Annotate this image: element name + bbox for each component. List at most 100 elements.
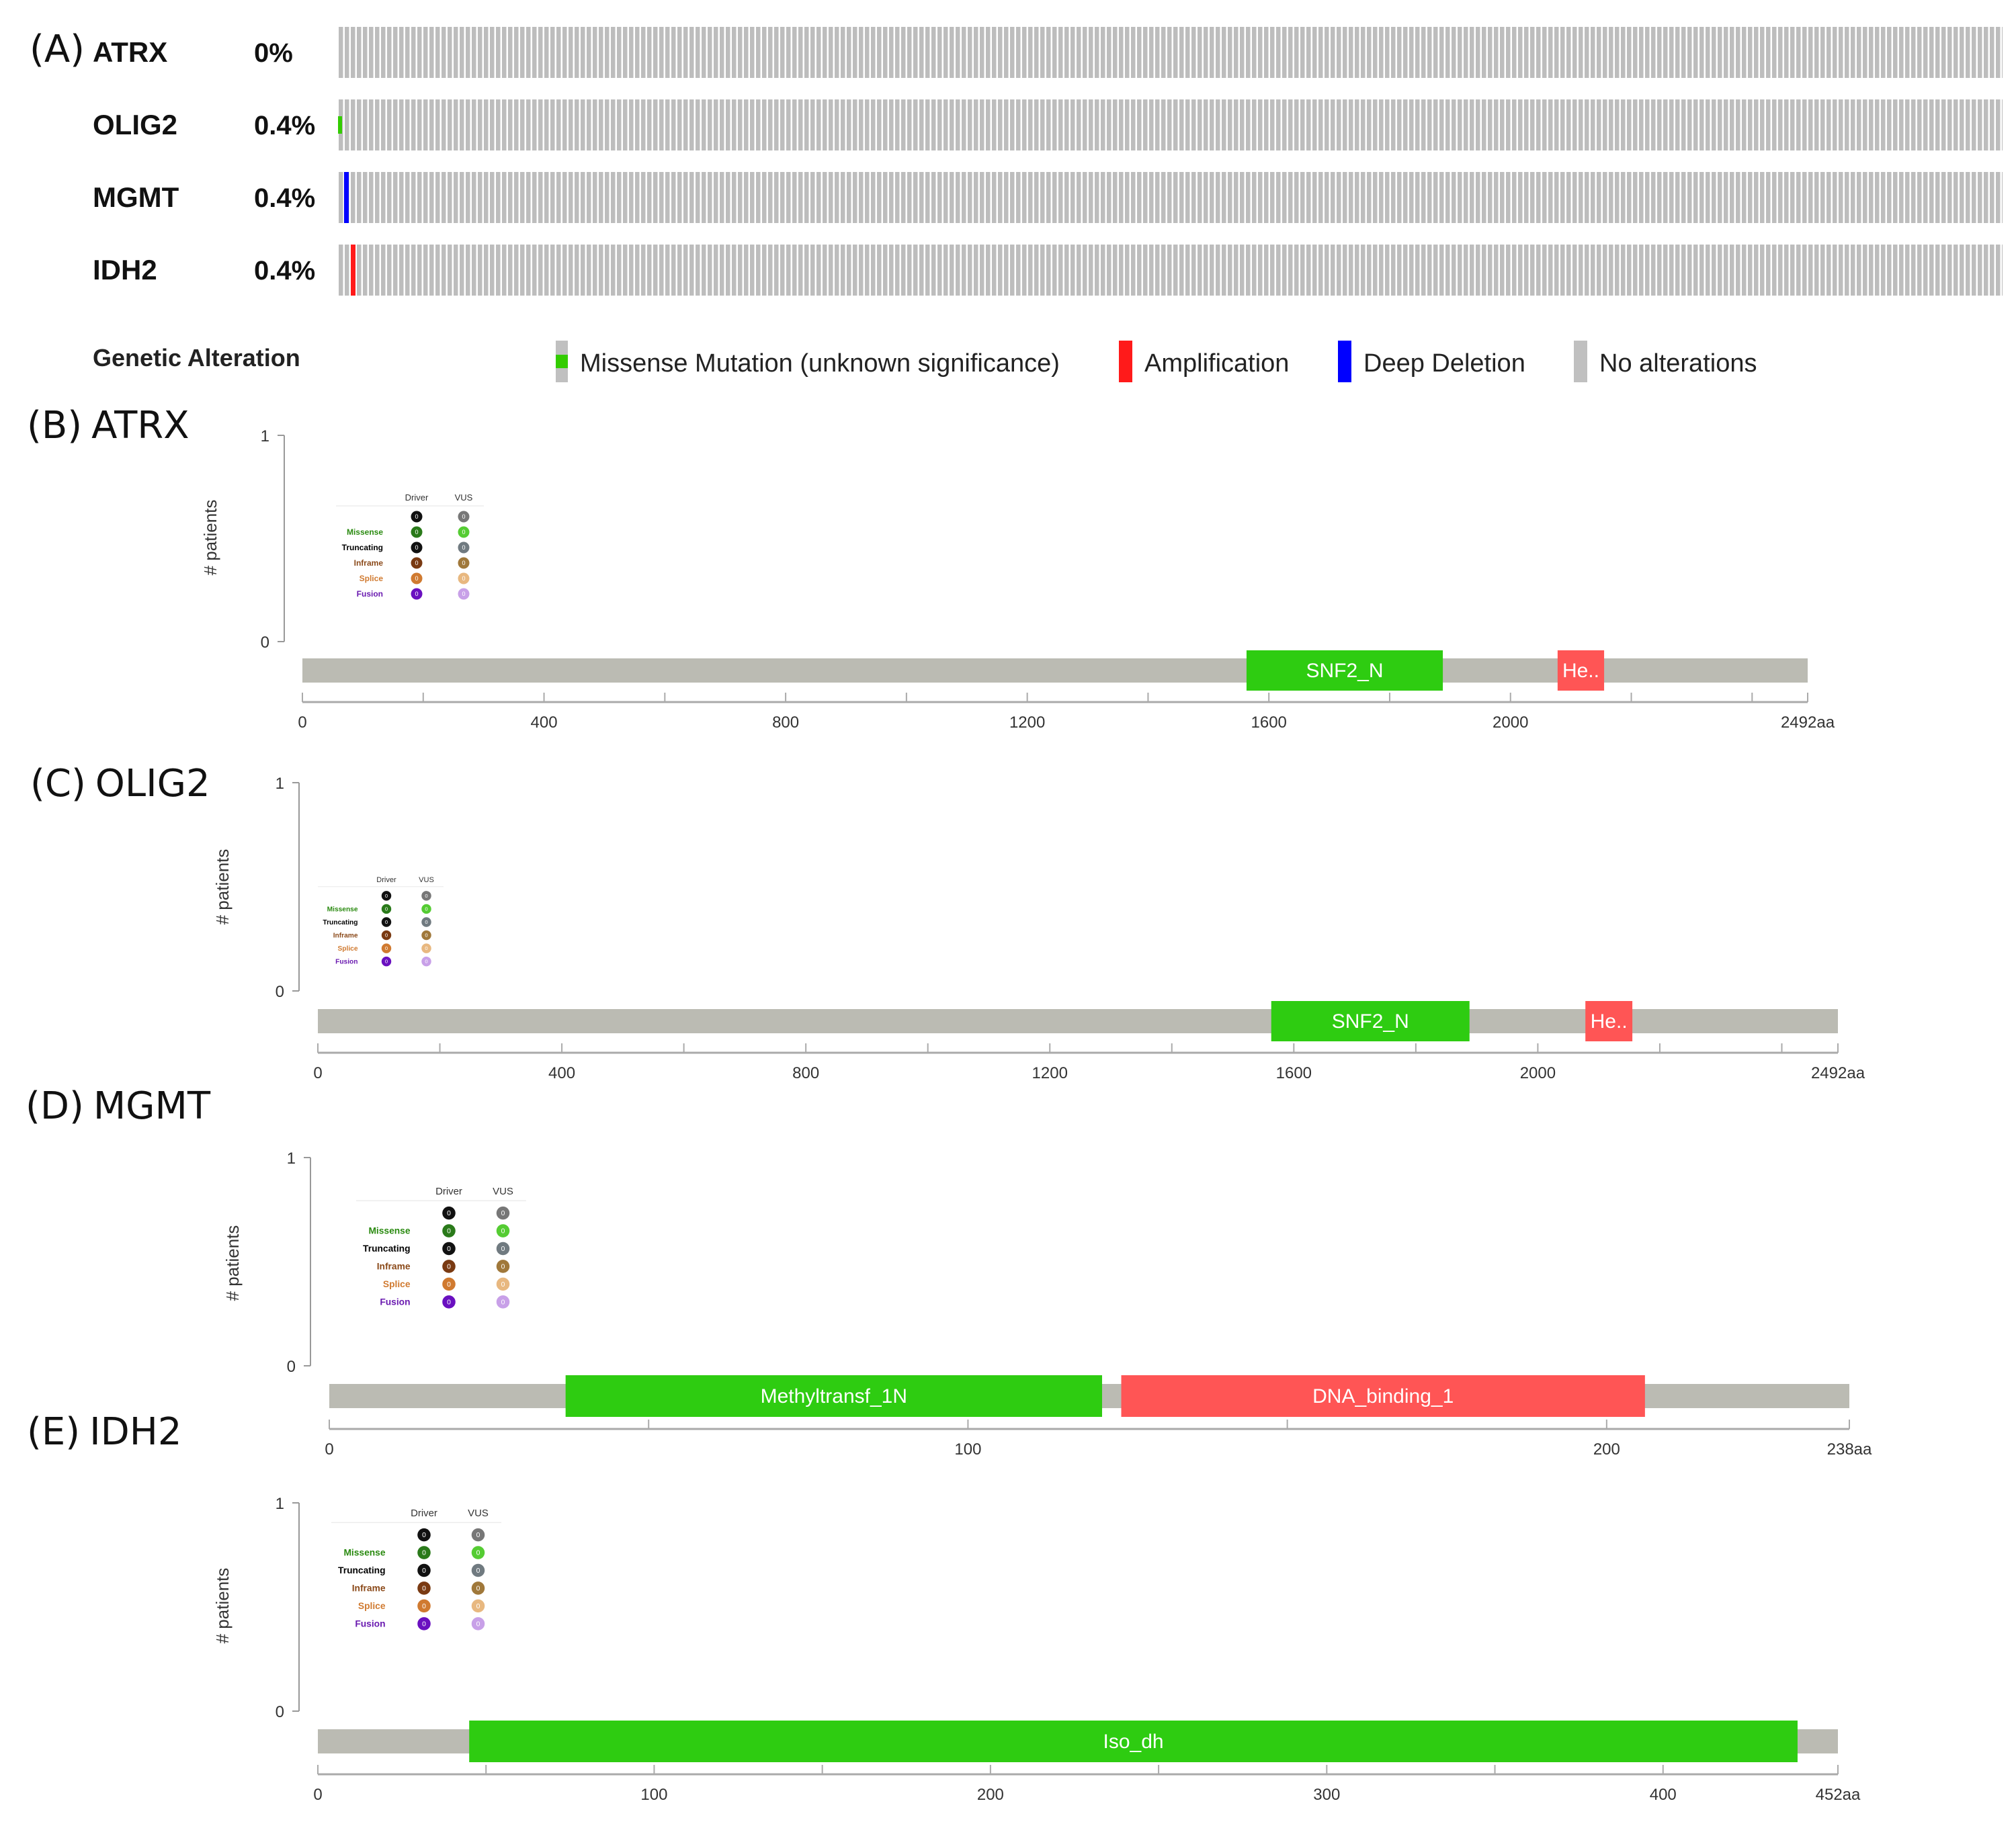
- x-tick-label: 100: [954, 1440, 981, 1459]
- legend-driver-count: 0: [447, 1299, 451, 1306]
- mutation-type-legend: Driver VUS 0 0 Missense 0 0 Truncating 0 0 Inframe…: [356, 1186, 526, 1309]
- legend-vus-dot: [471, 1546, 485, 1559]
- legend-label-no-alterations: No alterations: [1599, 349, 1757, 378]
- y-tick-label-min: 0: [261, 634, 269, 652]
- oncoprint-track-atrx: [338, 27, 2003, 78]
- x-tick-label: 1200: [1032, 1064, 1068, 1082]
- x-tick-label: 300: [1313, 1786, 1340, 1804]
- protein-backbone: [318, 1009, 1838, 1033]
- panel-label: (B) ATRX: [27, 404, 190, 447]
- legend-header-driver: Driver: [376, 876, 396, 884]
- gene-name-olig2: OLIG2: [93, 109, 177, 140]
- legend-vus-dot: [458, 541, 470, 554]
- legend-vus-dot: [421, 904, 431, 914]
- legend-vus-count: 0: [476, 1603, 480, 1610]
- x-end-label: 2492aa: [1781, 713, 1835, 732]
- legend-vus-dot: [458, 588, 470, 600]
- x-tick-label: 400: [1650, 1786, 1677, 1804]
- y-axis-label: # patients: [200, 500, 220, 576]
- legend-vus-count: 0: [476, 1585, 480, 1592]
- domain-label: SNF2_N: [1332, 1010, 1409, 1033]
- gene-pct-atrx: 0%: [254, 38, 293, 68]
- legend-header-driver: Driver: [435, 1186, 462, 1197]
- legend-driver-count: 0: [415, 529, 418, 535]
- legend-driver-count: 0: [415, 513, 418, 520]
- legend-driver-dot: [442, 1242, 456, 1256]
- legend-header-driver: Driver: [405, 492, 429, 503]
- legend-vus-dot: [496, 1277, 510, 1291]
- legend-row-label: Truncating: [323, 919, 358, 926]
- legend-vus-count: 0: [425, 932, 427, 939]
- legend-driver-dot: [411, 526, 423, 538]
- legend-row-label: Inframe: [333, 932, 358, 939]
- domain-label: DNA_binding_1: [1312, 1385, 1454, 1407]
- panel-gene: IDH2: [89, 1410, 181, 1454]
- legend-label-amplification: Amplification: [1144, 349, 1289, 378]
- legend-driver-dot: [417, 1563, 431, 1577]
- y-axis-label: # patients: [222, 1225, 243, 1301]
- legend-vus-dot: [496, 1260, 510, 1273]
- panel-label: (C) OLIG2: [30, 762, 210, 806]
- x-tick-label: 2000: [1493, 713, 1528, 732]
- legend-driver-dot: [381, 930, 392, 941]
- legend-vus-dot: [421, 917, 431, 927]
- legend-vus-count: 0: [462, 529, 465, 535]
- oncoprint-track-olig2: [338, 99, 2003, 150]
- x-tick-label: 0: [313, 1786, 322, 1804]
- domain-dna-binding-1: [1121, 1375, 1645, 1417]
- oncoprint-track-mgmt: [338, 172, 2003, 223]
- legend-item-no-alterations: No alterations: [1574, 341, 1757, 382]
- legend-vus-dot: [496, 1242, 510, 1256]
- x-tick-label: 200: [1593, 1440, 1620, 1459]
- panel-gene: OLIG2: [95, 762, 210, 806]
- legend-driver-dot: [381, 904, 392, 914]
- domain-label: Iso_dh: [1103, 1731, 1164, 1753]
- legend-header-driver: Driver: [411, 1508, 437, 1519]
- legend-row-label: Truncating: [342, 543, 383, 552]
- gene-name-mgmt: MGMT: [93, 181, 179, 213]
- legend-vus-count: 0: [476, 1550, 480, 1557]
- legend-vus-dot: [421, 930, 431, 941]
- gene-pct-olig2: 0.4%: [254, 111, 315, 140]
- legend-swatch-missense: [556, 355, 568, 368]
- legend-driver-count: 0: [422, 1603, 426, 1610]
- legend-row-label: Inframe: [354, 558, 384, 568]
- legend-header-vus: VUS: [493, 1186, 513, 1197]
- x-tick-label: 2000: [1520, 1064, 1556, 1082]
- x-end-label: 2492aa: [1811, 1064, 1865, 1082]
- legend-driver-count: 0: [422, 1620, 426, 1628]
- x-tick-label: 400: [531, 713, 558, 732]
- legend-driver-dot: [411, 557, 423, 569]
- domain-he-: [1557, 650, 1605, 691]
- legend-vus-dot: [496, 1206, 510, 1220]
- legend-driver-dot: [442, 1206, 456, 1220]
- y-tick-label-max: 1: [276, 1495, 284, 1513]
- legend-row-label: Inframe: [352, 1583, 386, 1594]
- y-tick-label-min: 0: [276, 1703, 284, 1721]
- legend-swatch-amplification: [1119, 341, 1132, 382]
- legend-driver-count: 0: [385, 959, 388, 965]
- lollipop-panel-idh2: (E) IDH2 1 0 # patients Driver VUS 0 0 Missense 0 0…: [27, 1410, 1861, 1804]
- domain-snf2-n: [1246, 650, 1443, 691]
- legend-vus-dot: [458, 557, 470, 569]
- legend-driver-count: 0: [447, 1210, 451, 1217]
- legend-row-label: Splice: [337, 945, 358, 953]
- legend-driver-dot: [442, 1224, 456, 1237]
- legend-driver-dot: [417, 1528, 431, 1542]
- legend-driver-count: 0: [447, 1263, 451, 1270]
- x-tick-label: 0: [298, 713, 306, 732]
- lollipop-panel-mgmt: (D) MGMT 1 0 # patients Driver VUS 0 0 Missense 0 0…: [26, 1084, 1872, 1459]
- legend-vus-dot: [471, 1528, 485, 1542]
- alteration-mark-amplification-idh2: [351, 245, 355, 296]
- legend-title: Genetic Alteration: [93, 344, 300, 372]
- legend-driver-dot: [417, 1581, 431, 1595]
- mutation-type-legend: Driver VUS 0 0 Missense 0 0 Truncating 0 0 Inframe…: [331, 1508, 501, 1631]
- legend-row-label: Splice: [360, 574, 384, 583]
- y-axis-label: # patients: [212, 849, 233, 925]
- legend-item-amplification: Amplification: [1119, 341, 1289, 382]
- legend-row-label: Splice: [383, 1279, 411, 1289]
- legend-label-missense: Missense Mutation (unknown significance): [580, 349, 1060, 378]
- x-tick-label: 400: [548, 1064, 575, 1082]
- legend-row-label: Fusion: [355, 1618, 385, 1628]
